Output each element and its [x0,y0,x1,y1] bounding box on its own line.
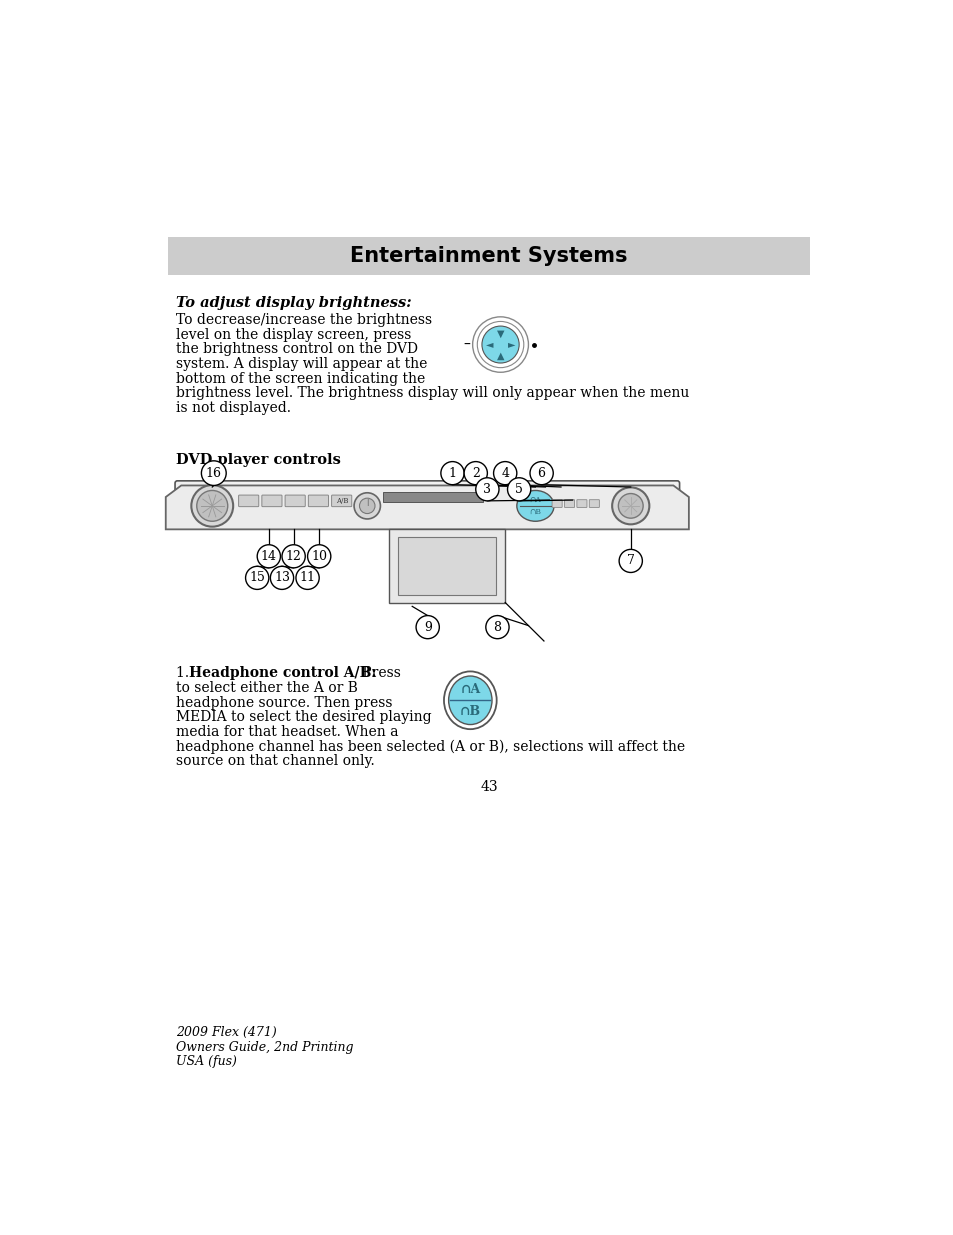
Text: headphone source. Then press: headphone source. Then press [175,695,392,710]
Circle shape [618,550,641,573]
Text: 1.: 1. [175,666,193,679]
Polygon shape [166,485,688,530]
Text: 13: 13 [274,572,290,584]
Text: level on the display screen, press: level on the display screen, press [175,327,411,342]
Circle shape [481,326,518,363]
Text: 15: 15 [249,572,265,584]
Circle shape [201,461,226,485]
Text: ▼: ▼ [497,329,504,338]
Circle shape [507,478,530,501]
Text: ∩A: ∩A [529,495,540,504]
Circle shape [618,494,642,519]
Bar [168,237,809,275]
Text: 11: 11 [299,572,315,584]
Text: 10: 10 [311,550,327,563]
FancyBboxPatch shape [174,480,679,527]
Circle shape [612,488,649,525]
Text: 43: 43 [479,781,497,794]
Ellipse shape [448,676,492,725]
Text: |: | [366,499,368,505]
Ellipse shape [517,490,554,521]
Circle shape [354,493,380,519]
Text: 2009 Flex (471): 2009 Flex (471) [175,1026,276,1039]
FancyBboxPatch shape [308,495,328,506]
Text: To adjust display brightness:: To adjust display brightness: [175,296,411,310]
Circle shape [359,498,375,514]
Circle shape [530,462,553,484]
Text: ∩A: ∩A [459,683,480,697]
FancyBboxPatch shape [589,500,598,508]
Circle shape [295,567,319,589]
Text: MEDIA to select the desired playing: MEDIA to select the desired playing [175,710,431,724]
Text: 14: 14 [260,550,276,563]
Circle shape [192,485,233,526]
Text: 4: 4 [500,467,509,479]
Text: ∩B: ∩B [459,705,480,718]
Circle shape [307,545,331,568]
Circle shape [257,545,280,568]
Circle shape [485,615,509,638]
Text: 2: 2 [472,467,479,479]
Text: –: – [463,337,470,352]
Text: headphone channel has been selected (A or B), selections will affect the: headphone channel has been selected (A o… [175,740,684,753]
Bar [382,493,483,501]
Text: the brightness control on the DVD: the brightness control on the DVD [175,342,417,356]
Text: 12: 12 [285,550,301,563]
Ellipse shape [443,672,497,729]
Circle shape [416,615,439,638]
FancyBboxPatch shape [285,495,305,506]
Text: ∩B: ∩B [529,508,541,516]
Text: 1: 1 [448,467,456,479]
FancyBboxPatch shape [564,500,574,508]
Text: system. A display will appear at the: system. A display will appear at the [175,357,427,370]
Circle shape [245,567,269,589]
Circle shape [440,462,464,484]
Text: Headphone control A/B:: Headphone control A/B: [189,666,376,679]
Circle shape [282,545,305,568]
Text: 16: 16 [206,467,221,479]
Text: A/B: A/B [335,498,348,505]
Text: media for that headset. When a: media for that headset. When a [175,725,398,739]
Bar [397,537,496,595]
Text: 5: 5 [515,483,522,495]
Text: source on that channel only.: source on that channel only. [175,755,375,768]
Text: 7: 7 [626,555,634,567]
Circle shape [270,567,294,589]
Text: To decrease/increase the brightness: To decrease/increase the brightness [175,312,432,327]
Text: 6: 6 [537,467,545,479]
Text: is not displayed.: is not displayed. [175,401,291,415]
Text: DVD player controls: DVD player controls [175,453,340,467]
Circle shape [196,490,228,521]
Text: ◄: ◄ [485,340,493,350]
Circle shape [493,462,517,484]
Text: USA (fus): USA (fus) [175,1055,236,1068]
FancyBboxPatch shape [238,495,258,506]
Text: ►: ► [507,340,515,350]
Text: Owners Guide, 2nd Printing: Owners Guide, 2nd Printing [175,1041,353,1053]
Text: bottom of the screen indicating the: bottom of the screen indicating the [175,372,425,385]
FancyBboxPatch shape [261,495,282,506]
Text: 9: 9 [423,621,431,634]
Circle shape [476,478,498,501]
FancyBboxPatch shape [332,495,352,506]
Text: 8: 8 [493,621,501,634]
Text: Entertainment Systems: Entertainment Systems [350,246,627,266]
Circle shape [464,462,487,484]
Text: Press: Press [357,666,400,679]
Text: to select either the A or B: to select either the A or B [175,680,357,695]
Text: brightness level. The brightness display will only appear when the menu: brightness level. The brightness display… [175,387,688,400]
Bar [389,530,505,603]
Text: ▲: ▲ [497,351,504,361]
Text: 3: 3 [483,483,491,495]
FancyBboxPatch shape [577,500,586,508]
FancyBboxPatch shape [552,500,561,508]
